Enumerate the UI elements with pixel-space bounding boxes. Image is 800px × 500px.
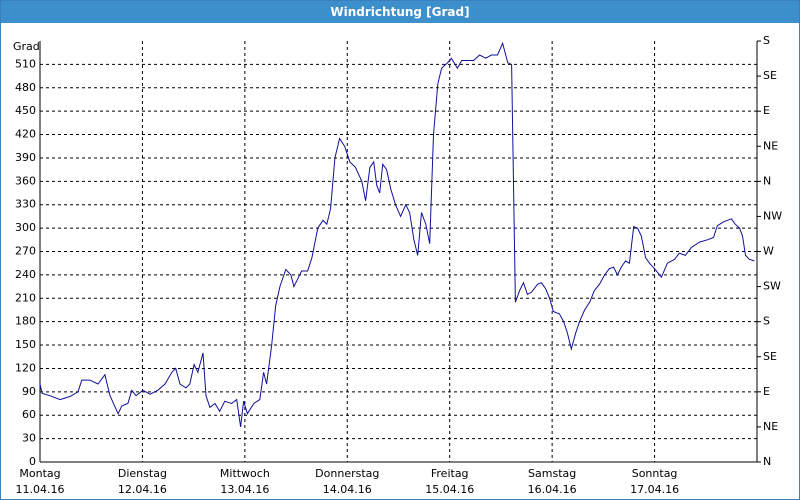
x-tick-date: 16.04.16 xyxy=(528,483,577,496)
x-tick-label: Montag xyxy=(19,467,60,480)
y2-tick-label: NW xyxy=(763,209,782,222)
x-tick-label: Dienstag xyxy=(118,467,167,480)
x-tick-label: Sonntag xyxy=(632,467,678,480)
y-tick-label: 270 xyxy=(15,245,36,258)
y2-tick-label: NE xyxy=(763,139,778,152)
y-tick-label: 180 xyxy=(15,315,36,328)
y-tick-label: 30 xyxy=(22,432,36,445)
y2-tick-label: E xyxy=(763,385,770,398)
y2-tick-label: SE xyxy=(763,69,777,82)
y-tick-label: 120 xyxy=(15,361,36,374)
x-tick-label: Freitag xyxy=(431,467,469,480)
x-tick-date: 15.04.16 xyxy=(425,483,474,496)
x-tick-label: Samstag xyxy=(528,467,576,480)
x-tick-date: 12.04.16 xyxy=(118,483,167,496)
y-tick-label: 510 xyxy=(15,57,36,70)
y-tick-label: 150 xyxy=(15,338,36,351)
x-tick-date: 17.04.16 xyxy=(630,483,679,496)
title-bar: Windrichtung [Grad] xyxy=(1,1,799,23)
y-tick-label: 240 xyxy=(15,268,36,281)
y2-tick-label: SW xyxy=(763,280,781,293)
y-tick-label: 450 xyxy=(15,104,36,117)
y-tick-label: 60 xyxy=(22,408,36,421)
x-tick-date: 14.04.16 xyxy=(323,483,372,496)
y2-tick-label: N xyxy=(763,174,771,187)
y-tick-label: 0 xyxy=(29,455,36,468)
y-tick-label: 480 xyxy=(15,81,36,94)
x-tick-date: 13.04.16 xyxy=(220,483,269,496)
y2-tick-label: NE xyxy=(763,420,778,433)
y-tick-label: 90 xyxy=(22,385,36,398)
y-tick-label: 330 xyxy=(15,198,36,211)
y2-tick-label: SE xyxy=(763,350,777,363)
y-tick-label: 420 xyxy=(15,128,36,141)
y2-tick-label: E xyxy=(763,104,770,117)
y-axis-label: Grad xyxy=(13,40,40,53)
y2-tick-label: S xyxy=(763,315,770,328)
data-line xyxy=(39,41,755,427)
y2-tick-label: S xyxy=(763,34,770,47)
y2-tick-label: N xyxy=(763,455,771,468)
y-tick-label: 210 xyxy=(15,291,36,304)
y-tick-label: 300 xyxy=(15,221,36,234)
y-tick-label: 360 xyxy=(15,174,36,187)
x-tick-date: 11.04.16 xyxy=(16,483,65,496)
x-tick-label: Mittwoch xyxy=(220,467,270,480)
y-tick-label: 390 xyxy=(15,151,36,164)
x-tick-label: Donnerstag xyxy=(315,467,379,480)
y2-tick-label: W xyxy=(763,245,774,258)
